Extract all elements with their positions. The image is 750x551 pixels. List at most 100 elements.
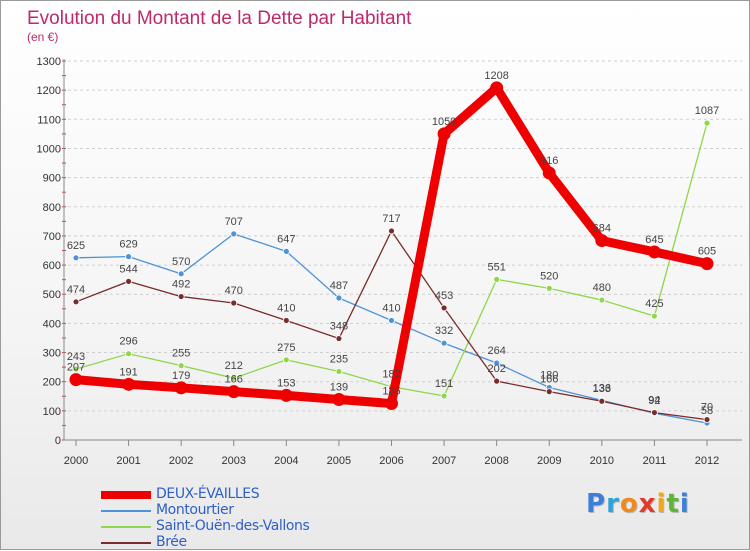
data-label: 70 (701, 402, 713, 414)
data-label: 94 (648, 395, 660, 407)
data-label: 183 (382, 369, 400, 381)
data-label: 255 (172, 348, 190, 360)
data-point (174, 381, 188, 395)
data-point (703, 416, 711, 423)
series-layer (69, 81, 714, 427)
data-label: 153 (277, 377, 295, 389)
y-tick-label: 400 (43, 318, 61, 330)
data-label: 264 (487, 345, 505, 357)
data-point (545, 388, 553, 396)
legend-swatch (101, 542, 151, 544)
data-label: 625 (67, 240, 85, 252)
data-label: 348 (330, 321, 348, 333)
data-label: 684 (593, 223, 611, 235)
data-point (493, 275, 501, 283)
data-label: 645 (645, 234, 663, 246)
y-tick-label: 0 (55, 435, 61, 447)
x-tick-label: 2008 (484, 455, 508, 467)
data-point (125, 278, 132, 285)
data-label: 474 (67, 284, 85, 296)
data-label: 1208 (484, 70, 508, 82)
data-point (647, 245, 661, 259)
axes: 0 100 200 300 400 500 600 700 800 900 1000 1100 1200… (37, 56, 742, 467)
data-label: 275 (277, 342, 295, 354)
data-point (385, 397, 398, 411)
data-point (598, 296, 606, 304)
data-point (703, 119, 711, 127)
y-tick-label: 700 (43, 231, 61, 243)
y-tick-label: 100 (43, 406, 61, 418)
data-label: 166 (225, 374, 243, 386)
data-label: 707 (225, 216, 243, 228)
data-label: 166 (540, 374, 558, 386)
data-point (440, 392, 448, 400)
data-point (700, 257, 714, 271)
data-point (440, 339, 448, 347)
data-point (125, 253, 132, 261)
data-label: 332 (435, 325, 453, 337)
logo-letter: r (606, 489, 620, 519)
data-label: 647 (277, 233, 295, 245)
data-point (437, 127, 451, 141)
data-label: 544 (119, 263, 137, 275)
data-point (69, 373, 83, 387)
legend-label: Montourtier (156, 502, 234, 518)
data-point (282, 356, 290, 364)
data-label: 551 (487, 261, 505, 273)
legend-label: Brée (156, 534, 187, 550)
x-tick-label: 2002 (169, 455, 193, 467)
data-label: 470 (225, 285, 243, 297)
data-labels: 625 629 570 707 647 487 410 332 264 180 136 92 58 243… (67, 70, 719, 417)
data-point (542, 166, 556, 180)
data-label: 916 (540, 155, 558, 167)
data-point (545, 284, 553, 292)
logo-letter: t (666, 489, 680, 519)
chart-subtitle: (en €) (27, 30, 58, 44)
data-point (230, 299, 238, 307)
x-tick-label: 2012 (695, 455, 719, 467)
legend-label: DEUX-ÉVAILLES (156, 486, 260, 502)
data-label: 492 (172, 279, 190, 291)
y-tick-label: 600 (43, 260, 61, 272)
data-point (227, 385, 241, 399)
data-label: 410 (277, 302, 295, 314)
data-point (388, 317, 395, 324)
data-point (122, 377, 136, 391)
data-label: 605 (698, 246, 716, 258)
data-label: 125 (382, 386, 400, 398)
data-label: 1050 (432, 116, 456, 128)
data-point (177, 362, 185, 370)
x-tick-label: 2000 (64, 455, 88, 467)
data-point (279, 388, 293, 402)
data-label: 410 (382, 302, 400, 314)
data-point (332, 392, 346, 406)
data-point (230, 374, 238, 382)
data-label: 207 (67, 362, 85, 374)
x-tick-label: 2006 (379, 455, 403, 467)
data-label: 425 (645, 298, 663, 310)
data-point (493, 359, 501, 367)
data-label: 296 (119, 336, 137, 348)
data-label: 520 (540, 270, 558, 282)
data-point (335, 368, 343, 375)
x-tick-label: 2010 (590, 455, 614, 467)
chart-title: Evolution du Montant de la Dette par Hab… (27, 8, 412, 29)
data-label: 1087 (695, 105, 719, 117)
data-point (72, 254, 80, 262)
data-label: 202 (487, 363, 505, 375)
data-point (72, 365, 80, 373)
x-tick-label: 2004 (274, 455, 298, 467)
x-tick-label: 2007 (432, 455, 456, 467)
data-point (335, 294, 343, 302)
legend-swatch (101, 526, 151, 528)
data-point (177, 293, 185, 300)
y-tick-label: 800 (43, 202, 61, 214)
y-tick-label: 1100 (37, 114, 61, 126)
proxiti-logo: Proxiti (586, 489, 690, 519)
logo-letter: i (656, 489, 667, 519)
data-label: 139 (330, 381, 348, 393)
data-label: 58 (701, 405, 713, 417)
y-tick-label: 1200 (37, 85, 61, 97)
data-label: 570 (172, 256, 190, 268)
